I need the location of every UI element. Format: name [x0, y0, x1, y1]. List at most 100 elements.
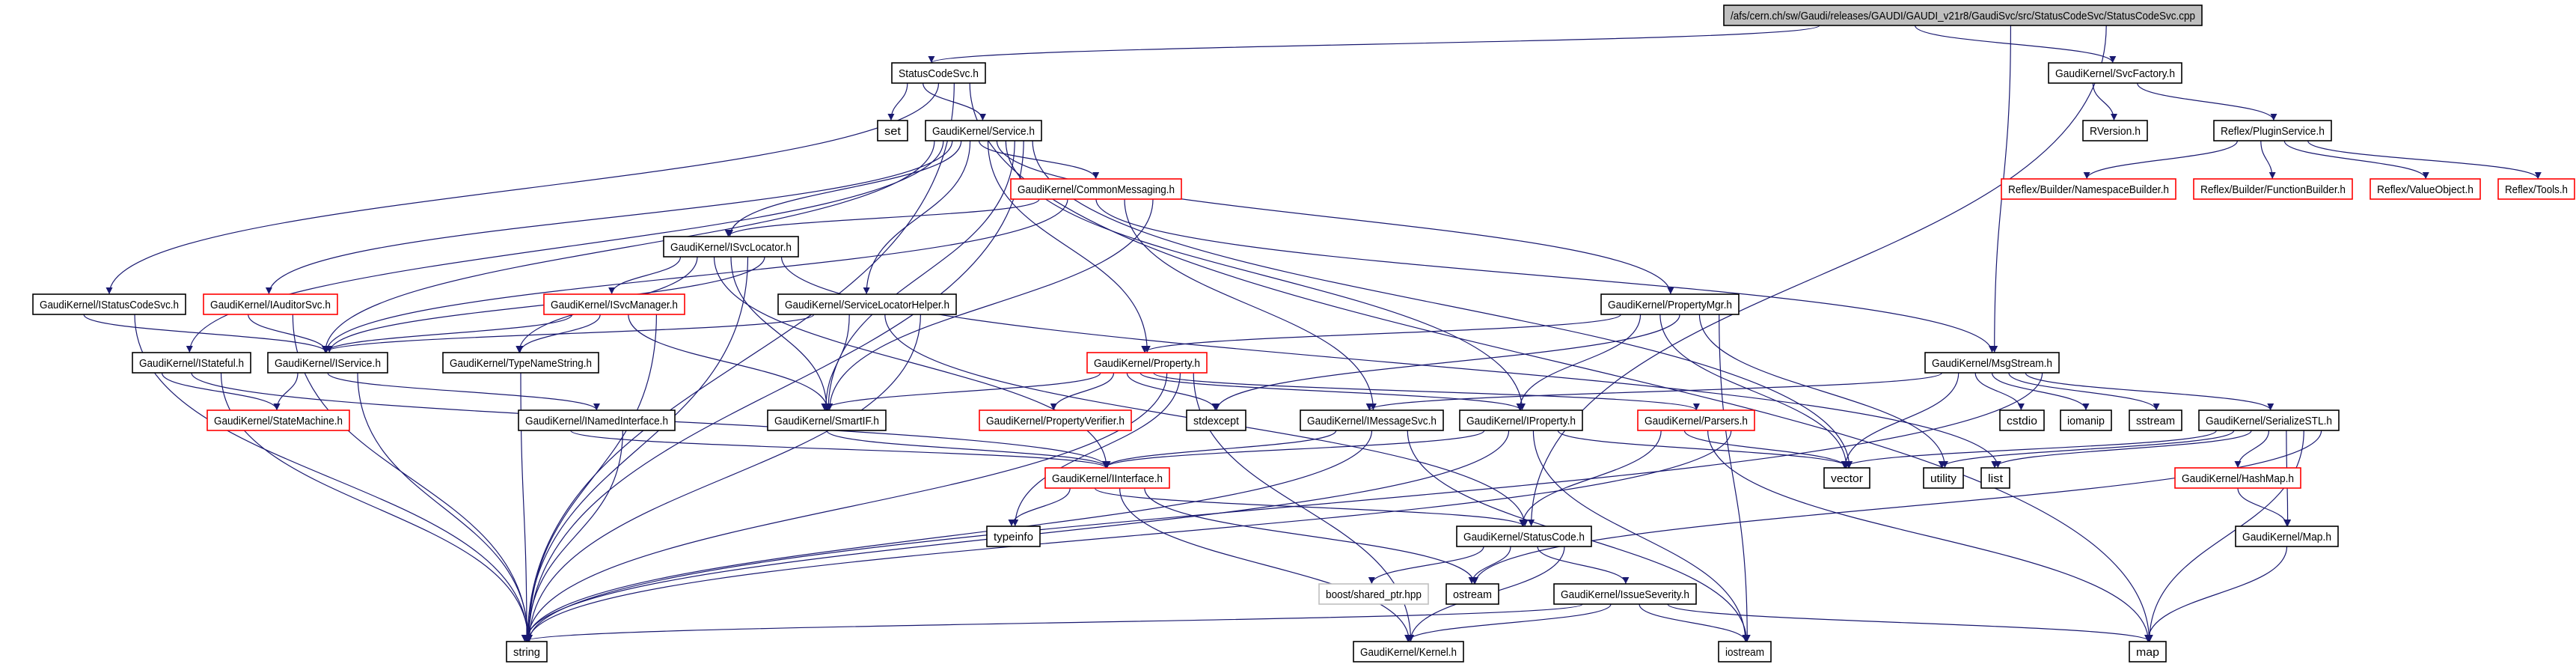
- edge-HashMap-to-Map: [2237, 487, 2290, 527]
- header-node[interactable]: list: [1980, 467, 2010, 489]
- dependency-arrow: [1050, 372, 1115, 411]
- header-node[interactable]: GaudiKernel/IAuditorSvc.h: [203, 293, 338, 315]
- edge-ISvcLocator-to-IInterface: [713, 256, 1110, 469]
- edge-StatusCodeSvc-to-set: [887, 82, 908, 121]
- header-node[interactable]: typeinfo: [986, 526, 1041, 547]
- node-box: [543, 293, 685, 315]
- header-node[interactable]: string: [506, 641, 548, 663]
- edge-IInterface-to-ostream: [1144, 487, 1478, 585]
- edge-CommonMessaging-to-IService: [322, 198, 1068, 353]
- header-node[interactable]: Reflex/Builder/FunctionBuilder.h: [2193, 178, 2353, 200]
- header-node[interactable]: GaudiKernel/TypeNameString.h: [442, 352, 599, 374]
- header-node[interactable]: GaudiKernel/SvcFactory.h: [2048, 62, 2182, 84]
- dependency-arrow: [525, 314, 657, 642]
- edge-IssueSeverity-to-Kernel: [1404, 603, 1612, 642]
- node-box: [1924, 352, 2060, 374]
- header-node[interactable]: GaudiKernel/Parsers.h: [1637, 409, 1755, 431]
- header-node[interactable]: GaudiKernel/CommonMessaging.h: [1010, 178, 1182, 200]
- node-label: GaudiKernel/HashMap.h: [2182, 472, 2294, 485]
- header-node[interactable]: GaudiKernel/HashMap.h: [2174, 467, 2301, 489]
- dependency-arrow: [2307, 140, 2542, 180]
- dependency-arrow: [1938, 430, 2235, 469]
- node-box: [267, 352, 388, 374]
- header-node[interactable]: ostream: [1445, 583, 1499, 605]
- header-node[interactable]: StatusCodeSvc.h: [891, 62, 986, 84]
- header-node[interactable]: GaudiKernel/SerializeSTL.h: [2198, 409, 2340, 431]
- header-node[interactable]: GaudiKernel/SmartIF.h: [767, 409, 887, 431]
- edge-IProperty-to-vector: [1557, 430, 1853, 469]
- header-node[interactable]: GaudiKernel/Map.h: [2235, 526, 2339, 547]
- node-box: [663, 236, 799, 258]
- header-node[interactable]: Reflex/Tools.h: [2497, 178, 2575, 200]
- header-node[interactable]: vector: [1823, 467, 1870, 489]
- dependency-arrow: [2025, 372, 2274, 411]
- header-node[interactable]: GaudiKernel/INamedInterface.h: [518, 409, 676, 431]
- header-node[interactable]: GaudiKernel/Kernel.h: [1353, 641, 1464, 663]
- edge-Property-to-stdexcept: [1126, 372, 1219, 411]
- header-node[interactable]: GaudiKernel/PropertyVerifier.h: [979, 409, 1132, 431]
- edge-Service-to-IAuditorSvc: [265, 140, 953, 295]
- header-node[interactable]: GaudiKernel/MsgStream.h: [1924, 352, 2060, 374]
- header-node[interactable]: GaudiKernel/ServiceLocatorHelper.h: [777, 293, 957, 315]
- edge-CommonMessaging-to-MsgStream: [1095, 198, 1995, 353]
- header-node[interactable]: map: [2129, 641, 2167, 663]
- header-node[interactable]: RVersion.h: [2082, 120, 2148, 141]
- edge-MsgStream-to-vector: [1841, 372, 1959, 469]
- header-node[interactable]: sstream: [2129, 409, 2182, 431]
- dependency-arrow: [1841, 372, 1959, 469]
- header-node[interactable]: iomanip: [2060, 409, 2112, 431]
- header-node[interactable]: stdexcept: [1186, 409, 1246, 431]
- header-node[interactable]: iostream: [1718, 641, 1772, 663]
- node-label: GaudiKernel/SmartIF.h: [774, 415, 879, 427]
- edge-StatusCodeSvc-to-IStatusCodeSvc: [105, 82, 940, 295]
- node-box: [986, 526, 1041, 547]
- node-label: stdexcept: [1193, 415, 1240, 427]
- node-box: [518, 409, 676, 431]
- dependency-arrow: [1659, 314, 1850, 469]
- dependency-arrow: [327, 372, 600, 411]
- edge-Service-to-ServiceLocatorHelper: [863, 140, 971, 295]
- edge-ISvcManager-to-SmartIF: [628, 314, 831, 411]
- edge-IStatusCodeSvc-to-string: [134, 314, 532, 642]
- edge-Parsers-to-StatusCode: [1519, 430, 1662, 527]
- header-node[interactable]: GaudiKernel/PropertyMgr.h: [1600, 293, 1740, 315]
- dependency-arrow: [2260, 140, 2276, 180]
- node-box: [506, 641, 548, 663]
- node-box: [1456, 526, 1592, 547]
- header-node[interactable]: GaudiKernel/ISvcManager.h: [543, 293, 685, 315]
- header-node[interactable]: GaudiKernel/IService.h: [267, 352, 388, 374]
- dependency-arrow: [357, 372, 532, 642]
- edge-SerializeSTL-to-vector: [1841, 430, 2217, 469]
- header-node[interactable]: cstdio: [1999, 409, 2045, 431]
- header-node[interactable]: Reflex/ValueObject.h: [2370, 178, 2481, 200]
- header-node[interactable]: GaudiKernel/IStateful.h: [132, 352, 251, 374]
- node-label: GaudiKernel/CommonMessaging.h: [1018, 183, 1175, 196]
- header-node[interactable]: GaudiKernel/StateMachine.h: [206, 409, 350, 431]
- header-node[interactable]: GaudiKernel/IInterface.h: [1044, 467, 1170, 489]
- header-node[interactable]: GaudiKernel/IssueSeverity.h: [1553, 583, 1697, 605]
- edge-IInterface-to-typeinfo: [1008, 487, 1071, 527]
- header-node[interactable]: GaudiKernel/Property.h: [1086, 352, 1208, 374]
- node-box: [979, 409, 1132, 431]
- header-node[interactable]: Reflex/Builder/NamespaceBuilder.h: [2001, 178, 2176, 200]
- dependency-arrow: [161, 372, 281, 411]
- edge-Service-to-ISvcLocator: [726, 140, 962, 237]
- edge-IService-to-INamedInterface: [327, 372, 600, 411]
- header-node[interactable]: Reflex/PluginService.h: [2213, 120, 2332, 141]
- header-node[interactable]: utility: [1923, 467, 1964, 489]
- dependency-arrow: [996, 140, 1674, 295]
- header-node[interactable]: set: [877, 120, 908, 141]
- header-node[interactable]: GaudiKernel/IProperty.h: [1459, 409, 1583, 431]
- dependency-arrow: [1153, 372, 1700, 411]
- dependency-arrow: [526, 314, 921, 642]
- header-node[interactable]: GaudiKernel/ISvcLocator.h: [663, 236, 799, 258]
- edge-PropertyMgr-to-vector: [1659, 314, 1850, 469]
- header-node[interactable]: GaudiKernel/StatusCode.h: [1456, 526, 1592, 547]
- edge-StatusCode-to-boost: [1368, 546, 1484, 585]
- edge-CommonMessaging-to-ISvcLocator: [724, 198, 1040, 237]
- header-node[interactable]: GaudiKernel/IStatusCodeSvc.h: [32, 293, 186, 315]
- header-node[interactable]: GaudiKernel/Service.h: [925, 120, 1042, 141]
- edge-Service-to-IStateful: [186, 140, 944, 353]
- header-node[interactable]: GaudiKernel/IMessageSvc.h: [1300, 409, 1444, 431]
- node-label: GaudiKernel/ISvcLocator.h: [670, 241, 792, 254]
